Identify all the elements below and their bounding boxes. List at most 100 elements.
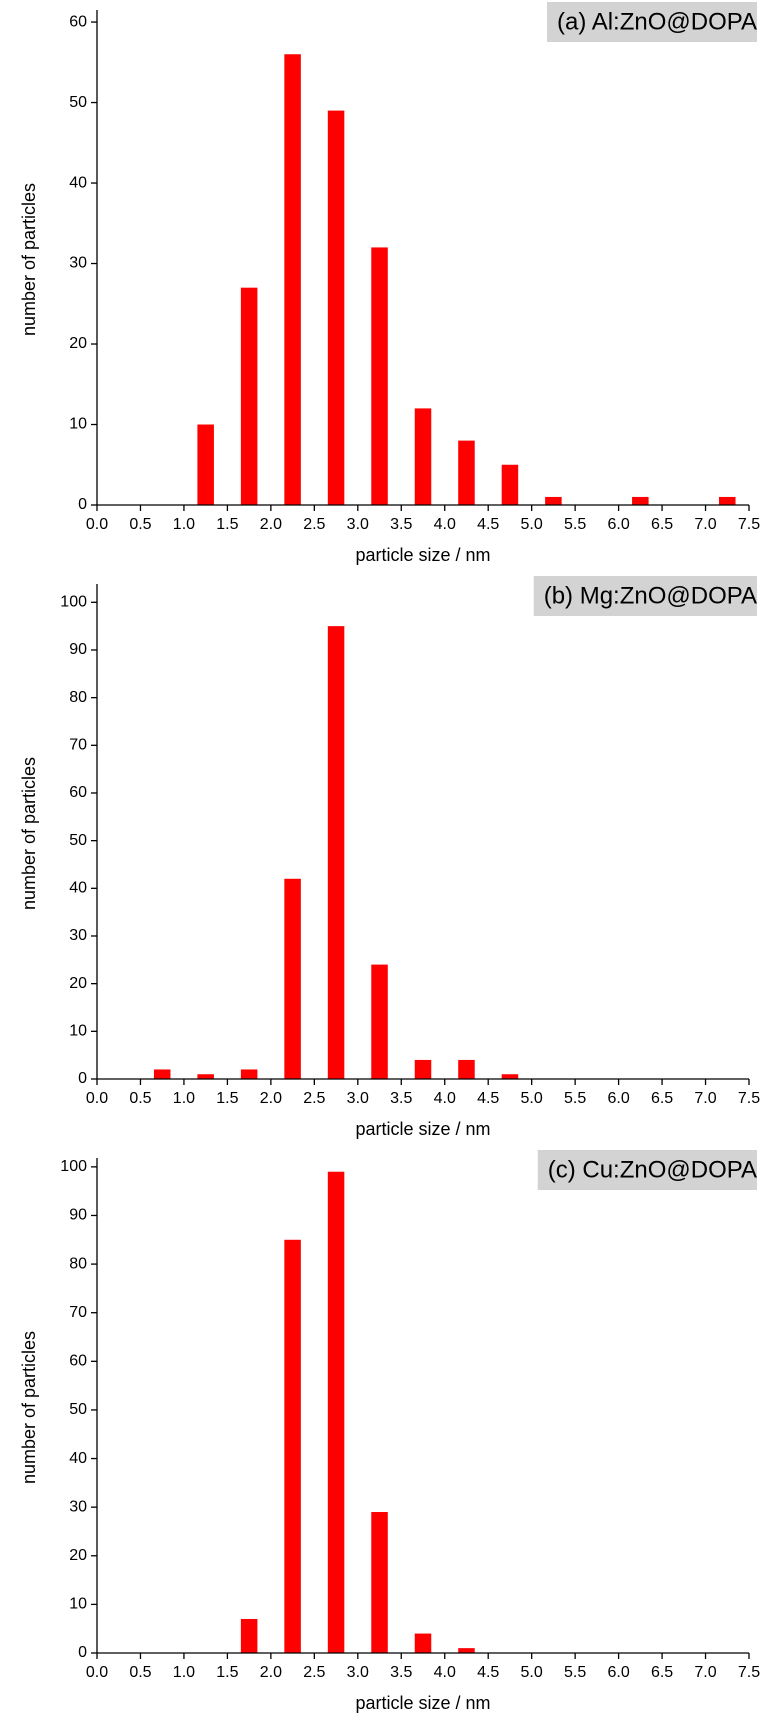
x-tick-label: 7.5 (738, 516, 760, 533)
chart-title: (a) Al:ZnO@DOPA (557, 8, 757, 35)
x-tick-label: 3.0 (347, 1664, 369, 1681)
y-tick-label: 100 (60, 1158, 87, 1175)
y-tick-label: 60 (69, 13, 87, 30)
y-tick-label: 30 (69, 255, 87, 272)
x-tick-label: 1.0 (173, 1664, 195, 1681)
y-tick-label: 20 (69, 335, 87, 352)
x-tick-label: 1.0 (173, 1090, 195, 1107)
x-tick-label: 7.0 (694, 516, 716, 533)
x-tick-label: 2.5 (303, 516, 325, 533)
x-tick-label: 6.0 (607, 516, 629, 533)
y-tick-label: 60 (69, 1353, 87, 1370)
bar (545, 496, 562, 505)
x-tick-label: 5.5 (564, 1664, 586, 1681)
x-tick-label: 4.5 (477, 1090, 499, 1107)
y-tick-label: 70 (69, 737, 87, 754)
x-tick-label: 4.5 (477, 516, 499, 533)
title-box (547, 2, 757, 42)
x-tick-label: 6.5 (651, 516, 673, 533)
bar (414, 1059, 432, 1079)
y-tick-label: 50 (69, 94, 87, 111)
x-tick-label: 5.0 (521, 1090, 543, 1107)
chart-title: (c) Cu:ZnO@DOPA (548, 1156, 757, 1183)
bar (284, 54, 301, 505)
x-tick-label: 2.0 (260, 1090, 282, 1107)
bar (632, 496, 649, 505)
bar (240, 1069, 258, 1079)
y-tick-label: 90 (69, 641, 87, 658)
x-tick-label: 7.5 (738, 1090, 760, 1107)
y-tick-label: 10 (69, 1596, 87, 1613)
bar (197, 1074, 214, 1079)
bar (240, 287, 258, 505)
y-tick-label: 80 (69, 689, 87, 706)
y-tick-label: 60 (69, 784, 87, 801)
y-tick-label: 30 (69, 927, 87, 944)
bar (371, 247, 388, 506)
x-axis-label: particle size / nm (355, 545, 490, 565)
x-axis-label: particle size / nm (355, 1119, 490, 1139)
y-tick-label: 40 (69, 174, 87, 191)
bar (458, 1059, 475, 1079)
x-tick-label: 6.5 (651, 1664, 673, 1681)
x-tick-label: 3.5 (390, 516, 412, 533)
x-tick-label: 4.5 (477, 1664, 499, 1681)
y-tick-label: 0 (78, 496, 87, 513)
x-axis-label: particle size / nm (355, 1693, 490, 1713)
x-tick-label: 3.5 (390, 1090, 412, 1107)
y-tick-label: 90 (69, 1207, 87, 1224)
x-tick-label: 6.0 (607, 1090, 629, 1107)
x-tick-label: 0.0 (86, 1664, 108, 1681)
x-tick-label: 0.5 (129, 1090, 151, 1107)
x-tick-label: 5.0 (521, 516, 543, 533)
x-tick-label: 2.0 (260, 516, 282, 533)
y-tick-label: 40 (69, 1450, 87, 1467)
bar (458, 440, 475, 505)
y-tick-label: 10 (69, 416, 87, 433)
x-tick-label: 6.0 (607, 1664, 629, 1681)
x-tick-label: 4.0 (434, 516, 456, 533)
x-tick-label: 3.5 (390, 1664, 412, 1681)
y-tick-label: 10 (69, 1023, 87, 1040)
bar (719, 496, 736, 505)
y-tick-label: 0 (78, 1644, 87, 1661)
title-box (533, 576, 757, 616)
x-tick-label: 5.5 (564, 1090, 586, 1107)
bar (501, 464, 519, 505)
x-tick-label: 1.5 (216, 516, 238, 533)
y-axis-label: number of particles (19, 757, 39, 910)
x-tick-label: 0.5 (129, 516, 151, 533)
y-tick-label: 70 (69, 1304, 87, 1321)
y-tick-label: 100 (60, 594, 87, 611)
x-tick-label: 7.0 (694, 1090, 716, 1107)
bar (501, 1074, 519, 1079)
y-tick-label: 50 (69, 832, 87, 849)
x-tick-label: 5.5 (564, 516, 586, 533)
chart-title: (b) Mg:ZnO@DOPA (544, 582, 757, 609)
bar (197, 424, 214, 505)
y-tick-label: 0 (78, 1070, 87, 1087)
x-tick-label: 2.0 (260, 1664, 282, 1681)
x-tick-label: 0.0 (86, 1090, 108, 1107)
x-tick-label: 4.0 (434, 1664, 456, 1681)
y-tick-label: 20 (69, 1547, 87, 1564)
x-tick-label: 2.5 (303, 1664, 325, 1681)
x-tick-label: 5.0 (521, 1664, 543, 1681)
y-tick-label: 80 (69, 1255, 87, 1272)
x-tick-label: 3.0 (347, 516, 369, 533)
x-tick-label: 0.5 (129, 1664, 151, 1681)
bar (284, 1239, 301, 1653)
bar (327, 626, 345, 1079)
y-axis-label: number of particles (19, 1331, 39, 1484)
x-tick-label: 4.0 (434, 1090, 456, 1107)
bar (371, 1512, 388, 1653)
x-tick-label: 2.5 (303, 1090, 325, 1107)
title-box (537, 1150, 757, 1190)
bar (153, 1069, 171, 1079)
x-tick-label: 1.5 (216, 1090, 238, 1107)
x-tick-label: 3.0 (347, 1090, 369, 1107)
x-tick-label: 1.0 (173, 516, 195, 533)
y-tick-label: 50 (69, 1401, 87, 1418)
bar (327, 1171, 345, 1653)
